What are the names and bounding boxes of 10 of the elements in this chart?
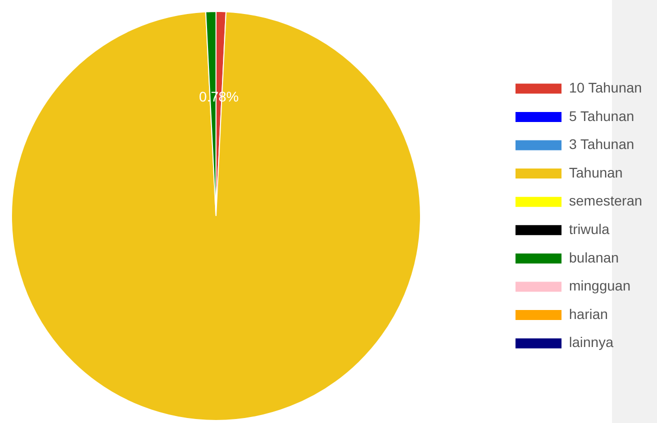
legend-label: bulanan [569, 249, 619, 266]
legend-label: lainnya [569, 334, 614, 350]
legend-label: semesteran [569, 192, 642, 209]
legend-label: triwula [569, 221, 610, 238]
legend-label: 3 Tahunan [569, 136, 634, 152]
legend-label: mingguan [569, 278, 630, 294]
legend-label: 10 Tahunan [569, 80, 642, 96]
legend-label: 5 Tahunan [569, 108, 634, 124]
legend-label: Tahunan [569, 164, 623, 180]
legend-label: harian [569, 306, 608, 322]
